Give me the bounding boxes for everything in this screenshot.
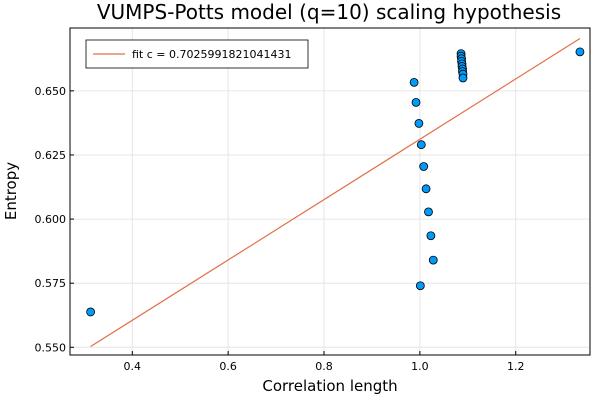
plot-frame [69,27,591,356]
x-axis-label: Correlation length [262,377,397,395]
x-tick-label: 1.2 [507,360,525,373]
fit-line-group [90,38,581,348]
data-point [428,255,438,265]
fit-line [90,38,581,348]
y-tick-label: 0.600 [35,213,67,226]
data-point [416,140,426,150]
y-tick-label: 0.650 [35,85,67,98]
data-point [424,207,433,217]
y-axis: 0.550 0.575 0.600 0.625 0.650 [35,85,74,354]
y-tick-label: 0.550 [35,341,67,354]
grid [70,28,590,355]
data-point [409,77,419,87]
data-point [575,47,585,57]
legend: fit c = 0.7025991821041431 [85,39,309,69]
scatter-points [86,47,585,317]
data-point [419,162,429,171]
data-point [426,231,436,241]
data-point [414,119,424,128]
legend-entry-fit: fit c = 0.7025991821041431 [132,48,291,61]
chart-title: VUMPS-Potts model (q=10) scaling hypothe… [97,0,561,24]
data-point [415,281,425,291]
data-point [458,73,468,83]
y-tick-label: 0.625 [35,149,67,162]
data-point [421,184,431,194]
data-point [411,97,421,107]
x-axis: 0.4 0.6 0.8 1.0 1.2 [124,351,525,373]
y-tick-label: 0.575 [35,277,67,290]
x-tick-label: 0.6 [219,360,237,373]
y-axis-label: Entropy [2,162,20,220]
data-point [86,307,96,317]
x-tick-label: 1.0 [411,360,429,373]
x-tick-label: 0.4 [124,360,142,373]
x-tick-label: 0.8 [315,360,333,373]
